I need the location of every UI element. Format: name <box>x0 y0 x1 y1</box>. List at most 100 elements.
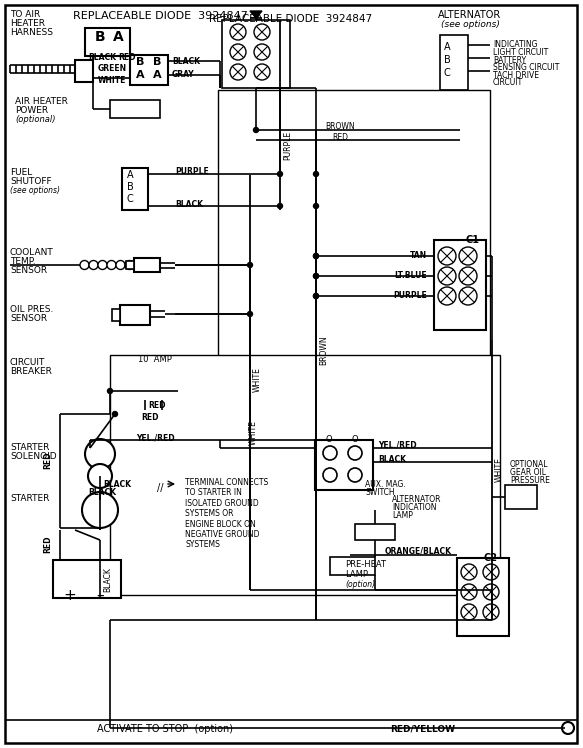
Text: BREAKER: BREAKER <box>10 367 52 376</box>
Text: REPLACEABLE DIODE  3924847: REPLACEABLE DIODE 3924847 <box>72 11 247 21</box>
Text: RED: RED <box>43 451 52 469</box>
Bar <box>134 258 160 272</box>
Polygon shape <box>250 11 262 18</box>
Text: FUEL: FUEL <box>10 168 32 177</box>
Circle shape <box>88 464 112 488</box>
Circle shape <box>113 411 118 417</box>
Circle shape <box>230 24 246 40</box>
Circle shape <box>348 446 362 460</box>
Bar <box>222 20 290 88</box>
Text: (see options): (see options) <box>441 20 500 29</box>
Bar <box>112 309 120 321</box>
Circle shape <box>85 439 115 469</box>
Text: TERMINAL CONNECTS
TO STARTER IN
ISOLATED GROUND
SYSTEMS OR
ENGINE BLOCK ON
NEGAT: TERMINAL CONNECTS TO STARTER IN ISOLATED… <box>185 478 268 549</box>
Text: PURPLE: PURPLE <box>394 291 427 300</box>
Circle shape <box>248 311 252 316</box>
Text: ACTIVATE TO STOP  (option): ACTIVATE TO STOP (option) <box>97 724 233 734</box>
Text: LIGHT CIRCUIT: LIGHT CIRCUIT <box>493 48 548 57</box>
Text: PURPLE: PURPLE <box>175 167 209 176</box>
Circle shape <box>107 388 113 393</box>
Circle shape <box>314 254 318 259</box>
Text: BATTERY: BATTERY <box>493 56 526 65</box>
Text: YEL./RED: YEL./RED <box>378 440 417 449</box>
Text: +: + <box>64 588 76 603</box>
Text: //: // <box>157 483 163 493</box>
Text: STARTER: STARTER <box>10 443 50 452</box>
Circle shape <box>254 44 270 60</box>
Text: ALTERNATOR: ALTERNATOR <box>438 10 501 20</box>
Circle shape <box>314 171 318 177</box>
Circle shape <box>125 260 134 269</box>
Text: HARNESS: HARNESS <box>10 28 53 37</box>
Text: A: A <box>153 70 161 80</box>
Circle shape <box>461 584 477 600</box>
Bar <box>457 558 509 636</box>
Text: WHITE: WHITE <box>495 458 504 482</box>
Text: A: A <box>127 170 134 180</box>
Bar <box>122 168 148 210</box>
Text: RED: RED <box>118 53 135 62</box>
Circle shape <box>483 564 499 580</box>
Text: (see options): (see options) <box>10 186 60 195</box>
Text: INDICATION: INDICATION <box>392 503 437 512</box>
Text: COOLANT: COOLANT <box>10 248 54 257</box>
Bar <box>315 440 373 490</box>
Text: A: A <box>113 30 124 44</box>
Text: BLACK: BLACK <box>172 57 200 66</box>
Text: PRESSURE: PRESSURE <box>510 476 550 485</box>
Circle shape <box>459 267 477 285</box>
Circle shape <box>107 260 116 269</box>
Text: C2: C2 <box>483 553 497 563</box>
Text: BROWN: BROWN <box>319 335 328 365</box>
Circle shape <box>459 247 477 265</box>
Text: BLACK: BLACK <box>88 53 116 62</box>
Text: RED: RED <box>332 133 348 142</box>
Text: O: O <box>352 435 359 444</box>
Circle shape <box>323 468 337 482</box>
Text: TEMP.: TEMP. <box>10 257 36 266</box>
Text: C: C <box>444 68 451 78</box>
Text: O: O <box>326 435 332 444</box>
Text: WHITE: WHITE <box>98 76 127 85</box>
Bar <box>110 100 160 118</box>
Text: BLACK: BLACK <box>175 200 203 209</box>
Text: TAN: TAN <box>410 251 427 260</box>
Text: YEL./RED: YEL./RED <box>136 433 174 442</box>
Circle shape <box>98 260 107 269</box>
Text: RED: RED <box>43 536 52 553</box>
Bar <box>434 240 486 330</box>
Circle shape <box>323 446 337 460</box>
Circle shape <box>230 44 246 60</box>
Text: SENSOR: SENSOR <box>10 266 47 275</box>
Text: GREEN: GREEN <box>98 64 127 73</box>
Text: CIRCUIT: CIRCUIT <box>493 78 523 87</box>
Text: TO AIR: TO AIR <box>10 10 40 19</box>
Circle shape <box>230 64 246 80</box>
Text: TACH DRIVE: TACH DRIVE <box>493 71 539 80</box>
Bar <box>120 305 150 325</box>
Text: BROWN: BROWN <box>325 122 355 131</box>
Circle shape <box>438 267 456 285</box>
Text: POWER: POWER <box>15 106 48 115</box>
Text: RED/YELLOW: RED/YELLOW <box>390 724 455 733</box>
Text: OPTIONAL: OPTIONAL <box>510 460 549 469</box>
Circle shape <box>116 260 125 269</box>
Text: (optional): (optional) <box>15 115 55 124</box>
Circle shape <box>278 203 283 209</box>
Circle shape <box>438 247 456 265</box>
Text: LAMP: LAMP <box>392 511 413 520</box>
Circle shape <box>156 388 168 400</box>
Text: 10  AMP: 10 AMP <box>138 355 172 364</box>
Text: LAMP: LAMP <box>345 570 368 579</box>
Circle shape <box>314 274 318 278</box>
Text: STARTER: STARTER <box>10 494 50 503</box>
Bar <box>130 55 168 85</box>
Text: LT.BLUE: LT.BLUE <box>394 271 427 280</box>
Circle shape <box>89 260 98 269</box>
Text: GRAY: GRAY <box>172 70 195 79</box>
Text: C1: C1 <box>465 235 479 245</box>
Text: SOLENOID: SOLENOID <box>10 452 57 461</box>
Text: B: B <box>136 57 144 67</box>
Bar <box>128 366 168 384</box>
Circle shape <box>438 287 456 305</box>
